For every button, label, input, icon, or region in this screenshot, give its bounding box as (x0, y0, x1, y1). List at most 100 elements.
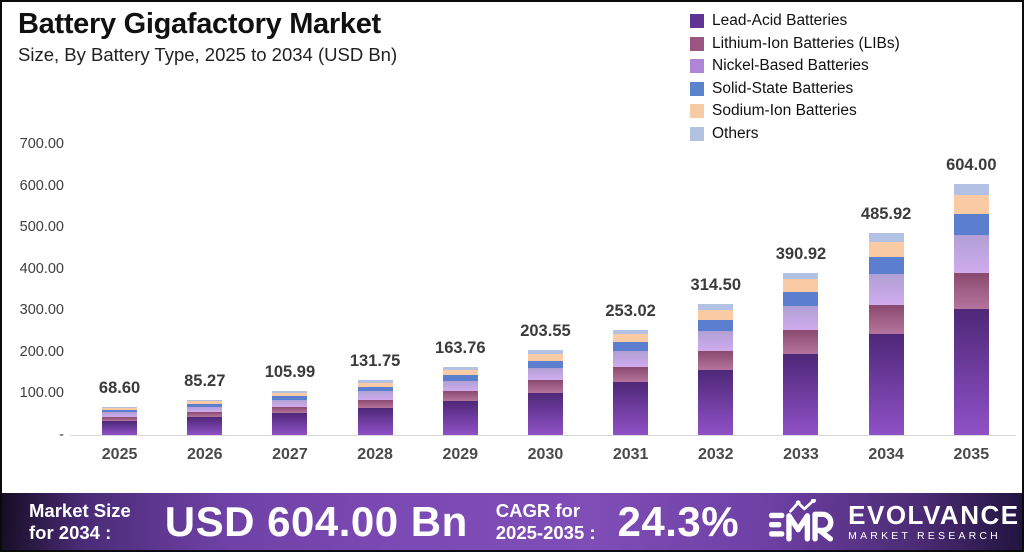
x-tick-label: 2029 (442, 446, 479, 463)
bar-segment (187, 401, 223, 404)
x-tick-label: 2032 (697, 446, 734, 463)
bar-total-label: 105.99 (264, 362, 316, 381)
stacked-bar (698, 304, 734, 435)
legend-swatch-icon (690, 104, 704, 118)
bar-segment (868, 257, 904, 275)
bar-segment (187, 399, 223, 402)
bar-segment (953, 273, 989, 310)
x-tick-label: 2030 (527, 446, 564, 463)
bars-row: 68.60 85.27 105.99 131.75 163.76 203.55 253.02… (77, 144, 1014, 435)
bar-segment (527, 353, 563, 361)
bar-segment (357, 407, 393, 435)
stacked-bar (442, 366, 478, 435)
y-tick-label: 700.00 (19, 136, 64, 152)
bar-slot-2025: 68.60 (77, 379, 162, 435)
bar-segment (953, 214, 989, 236)
bar-slot-2030: 203.55 (503, 322, 588, 435)
bar-segment (187, 406, 223, 413)
x-tick-label: 2026 (186, 446, 223, 463)
bar-segment (442, 380, 478, 392)
bar-segment (272, 399, 308, 407)
bar-segment (698, 350, 734, 370)
bar-total-label: 604.00 (946, 155, 997, 174)
bar-segment (868, 334, 904, 435)
bar-segment (357, 399, 393, 408)
bar-segment (613, 382, 649, 435)
bar-segment (613, 351, 649, 368)
bar-segment (953, 183, 989, 195)
stacked-bar (187, 399, 223, 435)
bar-total-label: 131.75 (349, 352, 401, 371)
header: Battery Gigafactory Market Size, By Batt… (18, 8, 397, 66)
cagr-label: CAGR for 2025-2035 : (495, 499, 596, 543)
bar-segment (783, 353, 819, 435)
y-tick-label: 400.00 (19, 260, 64, 277)
bar-slot-2035: 604.00 (929, 156, 1014, 435)
y-tick-label: 500.00 (19, 219, 64, 236)
bar-segment (357, 386, 393, 392)
bar-segment (527, 392, 563, 435)
bar-segment (272, 412, 308, 435)
bar-segment (868, 304, 904, 334)
bar-total-label: 163.76 (435, 338, 486, 357)
bar-slot-2034: 485.92 (844, 205, 929, 435)
x-tick-label: 2027 (272, 446, 308, 463)
bar-segment (527, 350, 563, 354)
bar-total-label: 390.92 (775, 244, 827, 263)
company-name-block: EVOLVANCE MARKET RESEARCH (848, 502, 1019, 542)
bar-segment (783, 272, 819, 280)
legend-label: Nickel-Based Batteries (712, 57, 869, 74)
bar-total-label: 485.92 (860, 205, 912, 224)
stacked-bar (102, 406, 138, 435)
page-subtitle: Size, By Battery Type, 2025 to 2034 (USD… (18, 44, 398, 66)
page-title: Battery Gigafactory Market (18, 8, 381, 40)
company-logo: EVOLVANCE MARKET RESEARCH (765, 498, 1019, 545)
y-tick-label: 100.00 (19, 385, 64, 402)
plot-area: 68.60 85.27 105.99 131.75 163.76 203.55 253.02… (77, 144, 1014, 435)
bar-slot-2026: 85.27 (162, 372, 247, 435)
legend-swatch-icon (690, 59, 704, 73)
bar-segment (102, 406, 138, 408)
bar-total-label: 203.55 (520, 322, 571, 341)
bar-segment (272, 390, 308, 393)
bar-segment (102, 412, 138, 417)
bar-total-label: 314.50 (690, 276, 742, 295)
bar-segment (527, 360, 563, 368)
company-name: EVOLVANCE (848, 499, 1020, 530)
legend-label: Others (712, 124, 759, 142)
y-tick-label: 600.00 (19, 177, 64, 194)
bar-segment (442, 375, 478, 381)
x-tick-label: 2035 (953, 446, 990, 463)
bar-segment (272, 392, 308, 397)
legend-swatch-icon (690, 81, 704, 96)
market-size-label: Market Size for 2034 : (29, 499, 131, 543)
bar-segment (613, 342, 649, 352)
y-tick-label: 300.00 (19, 302, 64, 319)
bar-segment (272, 396, 308, 400)
bar-segment (953, 194, 989, 215)
footer-banner: Market Size for 2034 : USD 604.00 Bn CAG… (2, 493, 1022, 550)
legend-item: Sodium-Ion Batteries (690, 102, 900, 120)
bar-segment (272, 406, 308, 413)
legend-item: Lithium-Ion Batteries (LIBs) (690, 35, 900, 53)
legend-swatch-icon (690, 126, 704, 141)
bar-slot-2027: 105.99 (247, 363, 332, 435)
bar-segment (698, 309, 734, 320)
bar-slot-2033: 390.92 (758, 245, 843, 435)
bar-slot-2029: 163.76 (418, 339, 503, 435)
bar-segment (698, 369, 734, 435)
bar-segment (868, 233, 904, 242)
bar-segment (953, 235, 989, 274)
legend-swatch-icon (690, 36, 704, 51)
chart-legend: Lead-Acid Batteries Lithium-Ion Batteries… (690, 12, 900, 143)
y-axis: 700.00 600.00 500.00 400.00 300.00 200.00 100.… (2, 2, 68, 550)
y-tick-label: 200.00 (19, 343, 64, 360)
company-tagline: MARKET RESEARCH (848, 529, 1001, 542)
bar-segment (783, 279, 819, 292)
legend-label: Solid-State Batteries (712, 79, 854, 97)
bar-segment (187, 417, 223, 435)
bar-segment (698, 319, 734, 332)
x-tick-label: 2034 (868, 446, 904, 463)
stacked-bar (272, 390, 308, 435)
